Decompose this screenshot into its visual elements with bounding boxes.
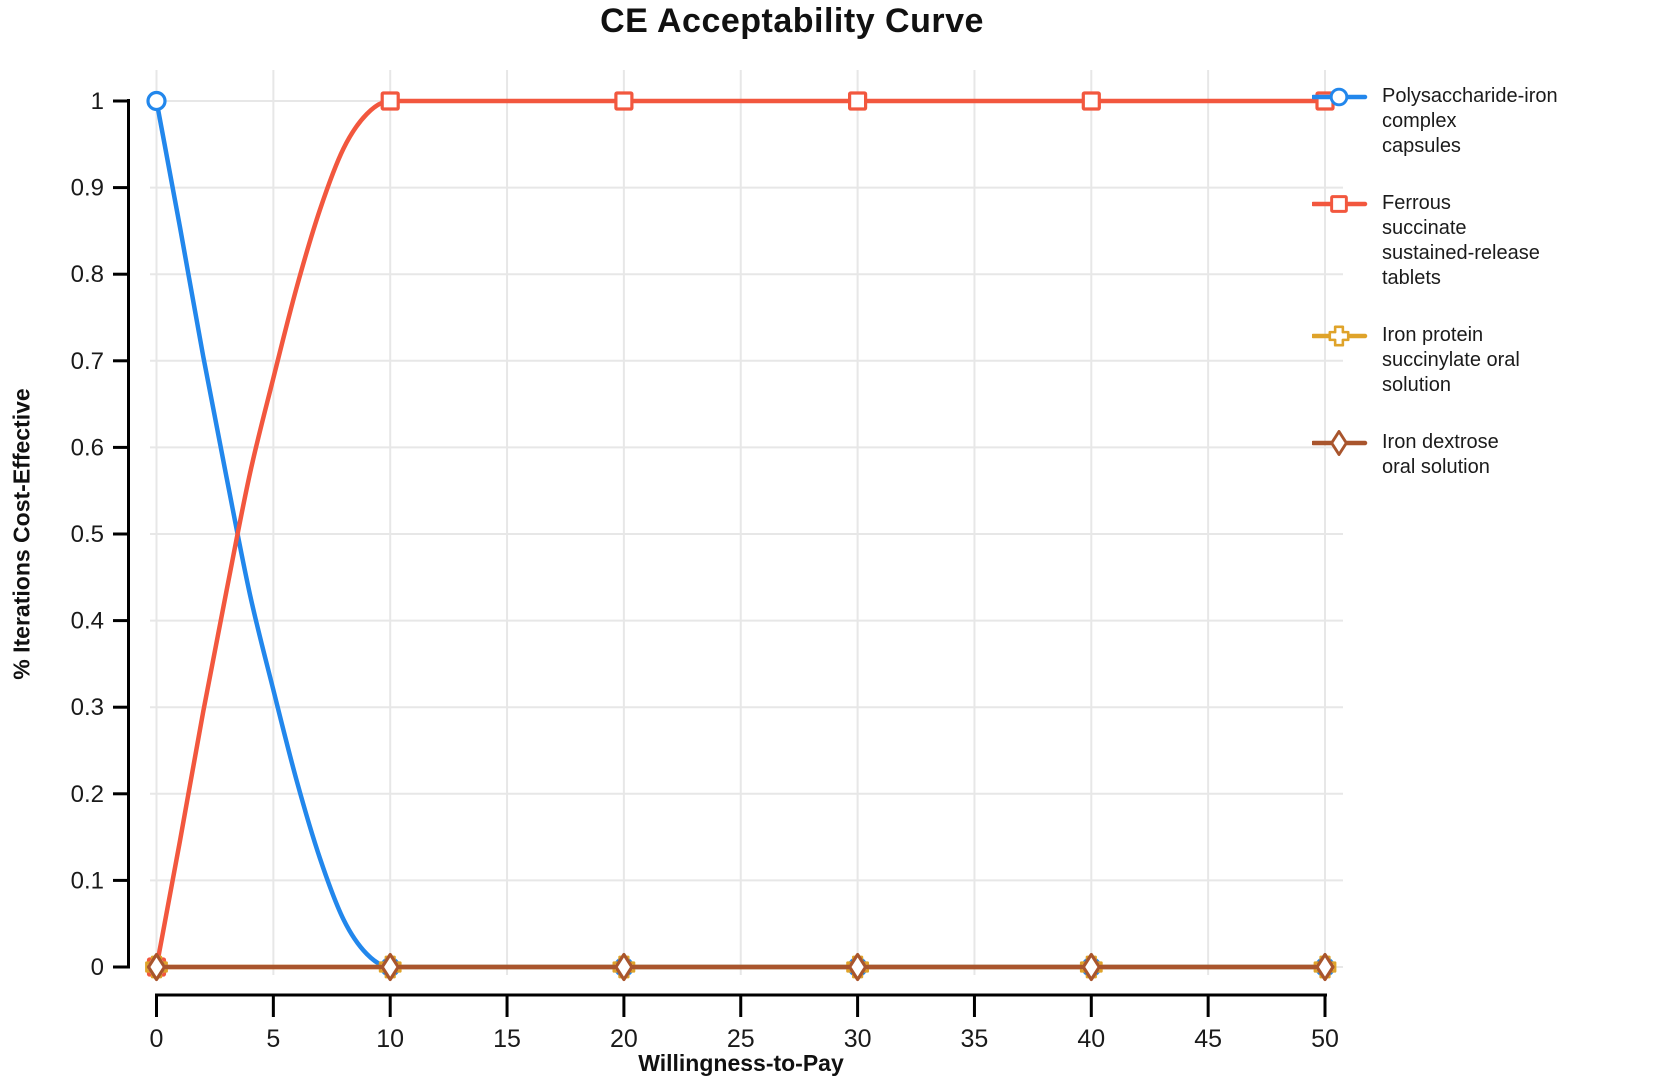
legend-item: Ferrous succinate sustained-release tabl…	[1312, 191, 1558, 291]
circle-marker-icon	[146, 90, 167, 112]
diamond-marker-icon	[380, 952, 400, 982]
y-tick-label: 0.8	[71, 261, 104, 288]
y-axis-title: % Iterations Cost-Effective	[8, 388, 35, 680]
y-tick-label: 1	[91, 88, 104, 115]
series-line	[154, 98, 1328, 970]
x-tick-label: 25	[727, 1025, 755, 1053]
square-marker-icon	[1330, 195, 1348, 213]
x-tick-label: 50	[1311, 1025, 1339, 1053]
legend-item: Polysaccharide-iron complex capsules	[1312, 84, 1558, 159]
legend-label: Ferrous succinate sustained-release tabl…	[1382, 192, 1540, 289]
y-tick-label: 0.7	[71, 348, 104, 375]
plus-marker-icon	[1328, 325, 1350, 347]
y-tick-label: 0.3	[71, 694, 104, 721]
x-tick-label: 35	[961, 1025, 989, 1053]
diamond-marker-icon	[1330, 430, 1348, 456]
circle-marker-icon	[1329, 87, 1349, 107]
legend-label: Iron dextrose oral solution	[1382, 431, 1499, 478]
legend-plus-icon	[1312, 325, 1368, 347]
legend-diamond-icon	[1312, 430, 1368, 456]
x-tick-label: 40	[1077, 1025, 1105, 1053]
y-tick-label: 0.9	[71, 175, 104, 202]
chart-title: CE Acceptability Curve	[600, 2, 984, 40]
y-tick-label: 0.1	[71, 867, 104, 894]
gridlines	[150, 70, 1343, 975]
x-tick-label: 15	[493, 1025, 521, 1053]
x-tick-label: 30	[844, 1025, 872, 1053]
square-marker-icon	[380, 91, 400, 111]
diamond-marker-icon	[848, 952, 868, 982]
diamond-marker-icon	[1081, 952, 1101, 982]
legend-circle-icon	[1312, 87, 1368, 107]
axes: 00.10.20.30.40.50.60.70.80.910 5 10 15 20 25 3…	[71, 88, 1339, 1053]
legend-item: Iron dextrose oral solution	[1312, 430, 1558, 480]
x-axis-title: Willingness-to-Pay	[638, 1050, 844, 1076]
x-tick-label: 45	[1194, 1025, 1222, 1053]
x-tick-label: 20	[610, 1025, 638, 1053]
diamond-marker-icon	[1315, 952, 1335, 982]
y-tick-label: 0	[91, 954, 104, 981]
legend-item: Iron protein succinylate oral solution	[1312, 323, 1558, 398]
legend-square-icon	[1312, 195, 1368, 213]
y-tick-label: 0.5	[71, 521, 104, 548]
diamond-marker-icon	[614, 952, 634, 982]
y-tick-label: 0.2	[71, 781, 104, 808]
series-diamond	[146, 952, 1335, 982]
legend-label: Iron protein succinylate oral solution	[1382, 324, 1520, 396]
x-tick-label: 10	[376, 1025, 404, 1053]
legend-label: Polysaccharide-iron complex capsules	[1382, 85, 1558, 157]
y-tick-label: 0.6	[71, 434, 104, 461]
square-marker-icon	[1081, 91, 1101, 111]
y-tick-label: 0.4	[71, 608, 104, 635]
x-tick-label: 0	[150, 1025, 164, 1053]
x-tick-label: 5	[266, 1025, 280, 1053]
square-marker-icon	[614, 91, 634, 111]
diamond-marker-icon	[146, 952, 167, 982]
legend: Polysaccharide-iron complex capsules Ferr…	[1312, 84, 1558, 480]
square-marker-icon	[847, 91, 868, 111]
